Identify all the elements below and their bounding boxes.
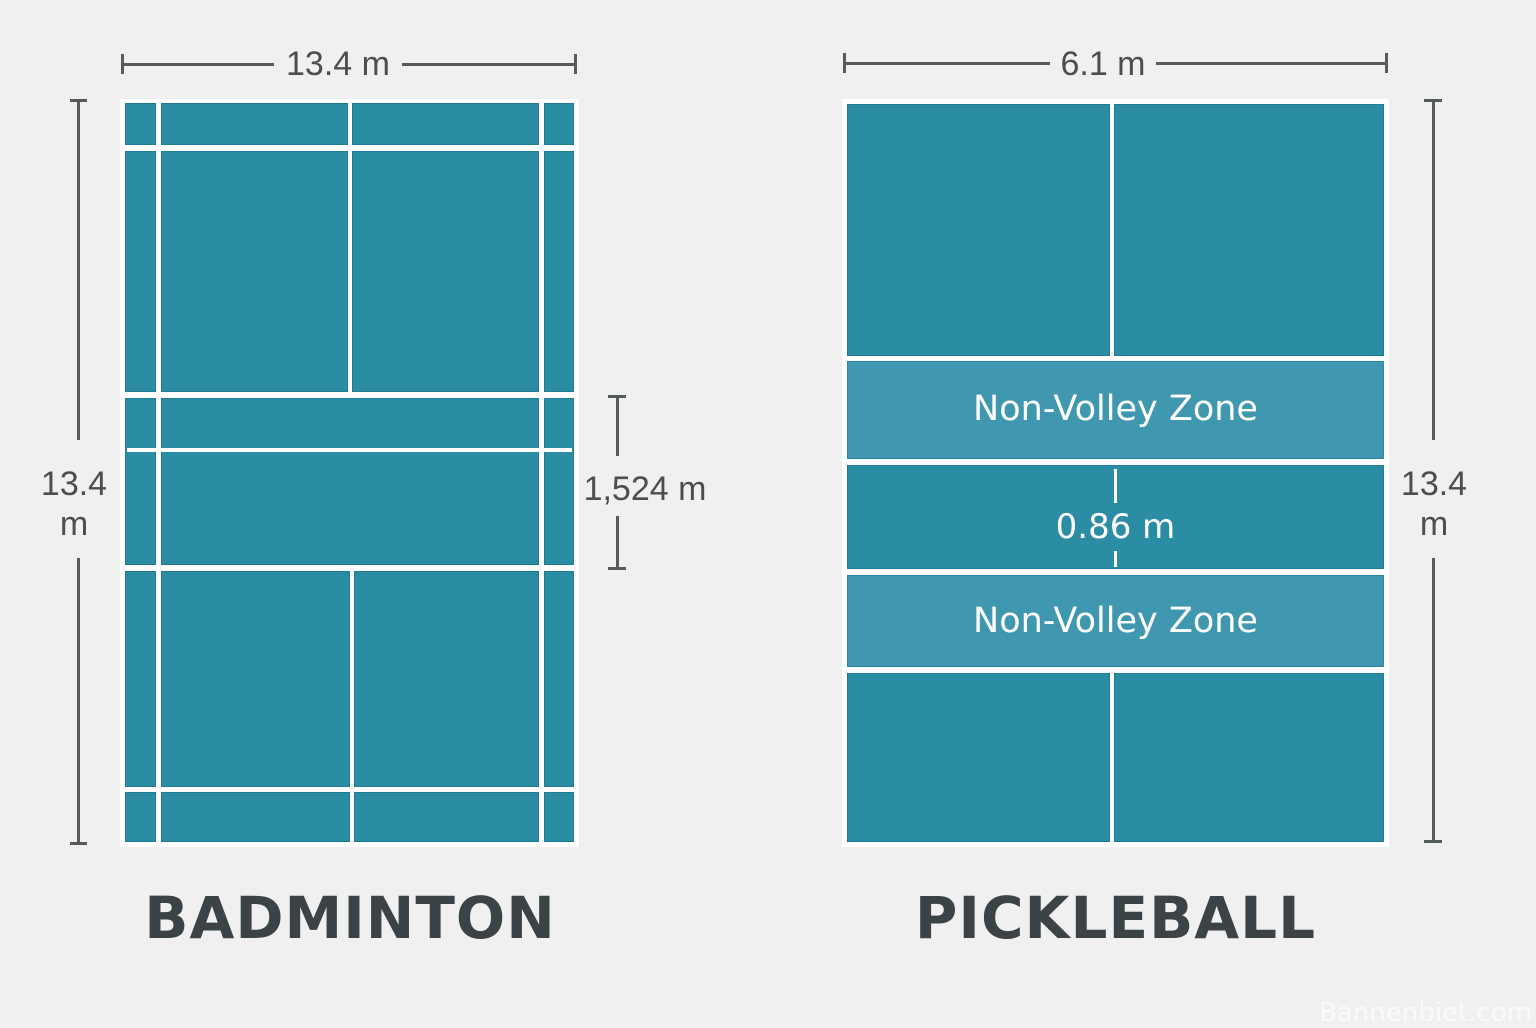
dimension-tick [1424,99,1442,102]
court-cell [125,398,156,565]
dimension-line [1432,558,1435,842]
dimension-line [77,558,80,844]
dimension-tick [608,395,626,398]
dimension-tick [70,842,87,845]
pickleball-length-label-value: 13.4 [1400,465,1468,503]
non-volley-zone-bottom: Non-Volley Zone [847,575,1384,667]
dimension-tick [1385,53,1388,73]
court-cell [125,792,156,842]
non-volley-zone-label: Non-Volley Zone [973,389,1258,429]
service-box-bottom-left [847,673,1110,842]
dimension-tick [70,99,87,102]
center-gap-dimension-line [1114,551,1117,567]
dimension-line [616,396,619,456]
non-volley-zone-top: Non-Volley Zone [847,361,1384,459]
court-cell [161,571,350,787]
court-cell [352,103,539,145]
dimension-tick [843,53,846,73]
watermark: Bannenbiet.com [1319,998,1532,1028]
court-cell [161,398,539,565]
court-cell [354,792,539,842]
court-cell [544,792,574,842]
service-box-bottom-right [1114,673,1384,842]
service-box-top-left [847,104,1110,356]
badminton-title: BADMINTON [144,884,556,952]
badminton-net-zone-label: 1,524 m [583,470,707,508]
court-cell [161,792,350,842]
badminton-net-line [127,448,572,452]
dimension-tick [1424,840,1442,843]
dimension-line [1432,100,1435,440]
court-cell [125,103,156,145]
badminton-width-label: 13.4 m [274,47,402,81]
dimension-line [77,100,80,440]
dimension-tick [608,567,626,570]
pickleball-width-label: 6.1 m [1050,47,1156,81]
badminton-court [120,99,579,847]
pickleball-court: Non-Volley Zone 0.86 m Non-Volley Zone [842,99,1389,847]
court-cell [544,398,574,565]
badminton-length-label-value: 13.4 [40,465,108,503]
service-box-top-right [1114,104,1384,356]
dimension-tick [574,54,577,74]
court-cell [352,151,539,392]
pickleball-length-label-unit: m [1419,505,1449,543]
court-cell [161,151,348,392]
badminton-length-label-unit: m [59,505,89,543]
court-cell [161,103,348,145]
court-cell [544,571,574,787]
court-cell [125,151,156,392]
pickleball-title: PICKLEBALL [914,884,1317,952]
dimension-line [616,516,619,570]
center-gap-label: 0.86 m [1055,507,1176,547]
center-gap-dimension-line [1114,469,1117,503]
court-cell [125,571,156,787]
center-gap-zone: 0.86 m [847,465,1384,569]
non-volley-zone-label: Non-Volley Zone [973,601,1258,641]
court-cell [544,103,574,145]
dimension-tick [121,54,124,74]
court-cell [354,571,539,787]
court-cell [544,151,574,392]
